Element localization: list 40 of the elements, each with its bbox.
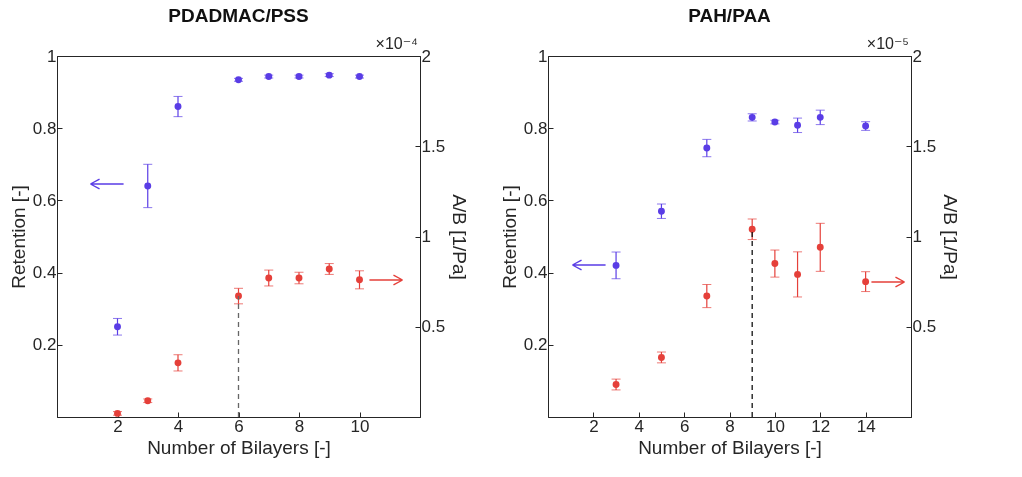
y2-tick-label: 0.5 — [421, 317, 446, 337]
y-tick-label: 0.4 — [523, 263, 548, 283]
y-tick-label: 1 — [47, 46, 57, 66]
x-tick-label: 6 — [234, 416, 244, 436]
y2-tick-label: 2 — [912, 46, 922, 66]
x-axis-title: Number of Bilayers [-] — [638, 436, 822, 458]
y-tick-label: 0.6 — [32, 190, 57, 210]
x-tick-label: 6 — [679, 416, 690, 436]
y2-tick-label: 2 — [421, 46, 431, 66]
x-tick-label: 2 — [113, 416, 123, 436]
chart-title: PAH/PAA — [688, 5, 772, 26]
y2-axis-title: A/B [1/Pa] — [449, 194, 471, 280]
x-tick-label: 4 — [634, 416, 644, 436]
chart-title: PDADMAC/PSS — [168, 5, 309, 26]
x-tick-label: 4 — [173, 416, 184, 436]
y-axis-title: Retention [-] — [498, 185, 520, 289]
y-tick-label: 0.2 — [32, 335, 57, 355]
y-tick-label: 1 — [538, 46, 548, 66]
y-tick-label: 0.2 — [523, 335, 548, 355]
x-axis-title: Number of Bilayers [-] — [147, 436, 331, 458]
y-tick-label: 0.8 — [32, 118, 57, 138]
x-tick-label: 8 — [725, 416, 735, 436]
y-tick-label: 0.8 — [523, 118, 548, 138]
x-tick-label: 14 — [856, 416, 876, 436]
y2-tick-label: 1 — [421, 227, 431, 246]
y-tick-label: 0.6 — [523, 190, 548, 210]
y-tick-label: 0.4 — [32, 263, 57, 283]
y2-axis-title: A/B [1/Pa] — [940, 194, 962, 280]
text: ×10⁻⁴ — [375, 35, 419, 52]
y2-tick-label: 0.5 — [912, 317, 937, 337]
y2-tick-label: 1 — [912, 227, 922, 246]
y-axis-title: Retention [-] — [7, 185, 29, 289]
text: ×10⁻⁵ — [866, 35, 909, 52]
y2-tick-label: 1.5 — [912, 136, 937, 156]
x-tick-label: 12 — [811, 416, 831, 436]
x-tick-label: 2 — [589, 416, 599, 436]
x-tick-label: 8 — [294, 416, 305, 436]
x-tick-label: 10 — [350, 416, 370, 436]
y2-tick-label: 1.5 — [421, 136, 446, 156]
x-tick-label: 10 — [765, 416, 785, 436]
